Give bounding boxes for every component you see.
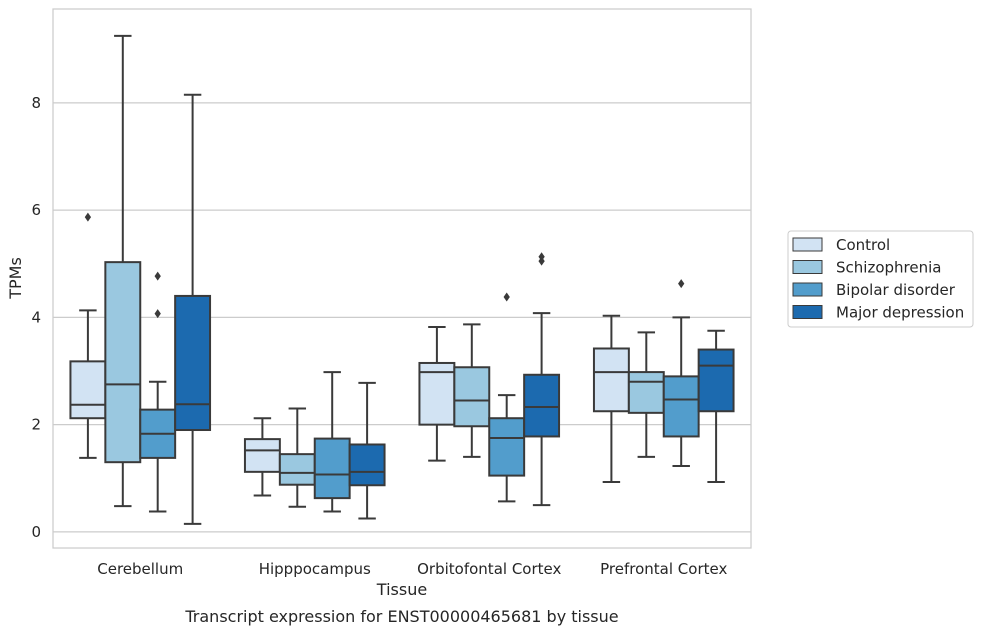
legend-swatch [792, 282, 823, 297]
box-2-0 [418, 326, 456, 462]
box-body [627, 371, 665, 414]
legend-label: Major depression [836, 304, 964, 322]
box-2-3 [523, 252, 561, 507]
box-body [453, 366, 491, 428]
box-3-2 [662, 279, 700, 467]
legend-label: Schizophrenia [836, 259, 941, 277]
outlier-point [503, 292, 510, 302]
box-0-3 [174, 93, 212, 525]
x-axis-title: Tissue [376, 580, 427, 599]
y-tick-label: 4 [31, 308, 41, 326]
legend: Control Schizophrenia Bipolar disorder Majo… [787, 230, 974, 328]
box-body [488, 417, 526, 477]
outlier-point [154, 271, 161, 281]
y-tick-label: 0 [31, 523, 41, 541]
outlier-point [154, 309, 161, 319]
x-tick-label: Orbitofontal Cortex [417, 560, 561, 578]
box-1-3 [348, 381, 386, 520]
y-tick-label: 8 [31, 94, 41, 112]
figure-caption: Transcript expression for ENST0000046568… [184, 607, 618, 626]
box-body [348, 443, 386, 487]
box-body [174, 294, 212, 432]
legend-frame [787, 230, 974, 328]
box-body [278, 453, 316, 486]
y-tick-label: 6 [31, 201, 41, 219]
box-body [243, 438, 281, 473]
box-3-3 [697, 329, 735, 484]
outlier-point [538, 252, 545, 262]
box-body [662, 375, 700, 438]
box-body [104, 261, 142, 464]
x-tick-label: Cerebellum [97, 560, 183, 578]
plot-frame [52, 8, 752, 549]
box-body [592, 347, 630, 413]
box-body [313, 437, 351, 500]
box-2-1 [453, 323, 491, 458]
box-0-0 [69, 212, 107, 459]
box-2-2 [488, 292, 526, 503]
box-1-2 [313, 371, 351, 513]
y-axis-title: TPMs [6, 257, 25, 300]
box-body [697, 348, 735, 413]
box-body [418, 361, 456, 426]
y-tick-label: 2 [31, 416, 41, 434]
legend-swatch [792, 305, 823, 319]
legend-label: Control [836, 236, 890, 254]
box-body [523, 373, 561, 438]
box-3-0 [592, 314, 630, 484]
box-3-1 [627, 331, 665, 458]
y-axis-ticks: 0 2 4 6 8 [31, 94, 41, 541]
x-axis-ticks: Cerebellum Hipppocampus Orbitofontal Corte… [97, 560, 727, 578]
box-1-0 [243, 417, 281, 497]
box-1-1 [278, 407, 316, 508]
legend-swatch [792, 237, 823, 252]
box-0-1 [104, 34, 142, 508]
box-body [69, 360, 107, 420]
x-tick-label: Hipppocampus [259, 560, 371, 578]
box-series [69, 34, 735, 525]
legend-label: Bipolar disorder [836, 281, 956, 299]
outlier-point [84, 212, 92, 222]
legend-swatch [792, 260, 823, 274]
x-tick-label: Prefrontal Cortex [600, 560, 727, 578]
outlier-point [678, 279, 685, 289]
box-0-2 [139, 271, 177, 513]
